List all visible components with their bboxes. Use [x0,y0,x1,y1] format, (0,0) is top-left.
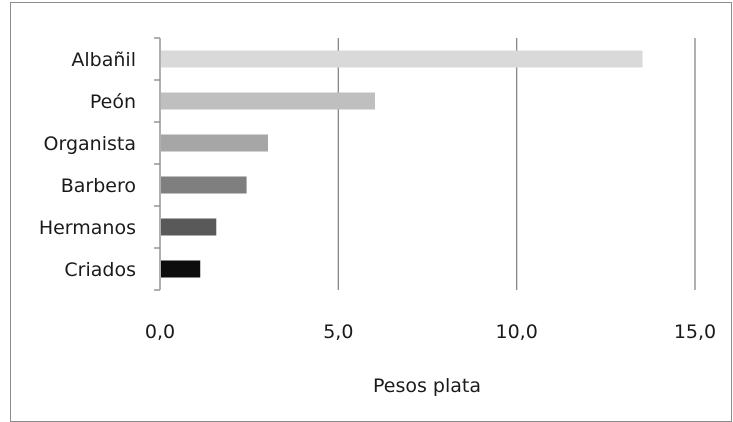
x-tick-label: 10,0 [496,321,538,343]
x-axis-label: Pesos plata [373,375,481,397]
bar [161,176,247,194]
category-label: Peón [90,91,136,113]
category-label: Hermanos [39,217,136,239]
category-label: Barbero [61,175,136,197]
bar [161,50,643,68]
category-label: Organista [44,133,136,155]
bar-chart: Albañil Peón Organista Barbero Hermanos Criad… [39,37,716,397]
x-tick-label: 0,0 [145,321,175,343]
grid-lines [154,37,696,291]
bar [161,218,217,236]
x-tick-label: 15,0 [674,321,716,343]
category-label: Criados [64,259,136,281]
category-labels: Albañil Peón Organista Barbero Hermanos Criad… [39,49,136,281]
bar [161,92,375,110]
bars [161,50,643,278]
x-tick-labels: 0,0 5,0 10,0 15,0 [145,321,716,343]
bar [161,260,201,278]
x-tick-label: 5,0 [323,321,353,343]
bar [161,134,268,152]
category-label: Albañil [71,49,136,71]
